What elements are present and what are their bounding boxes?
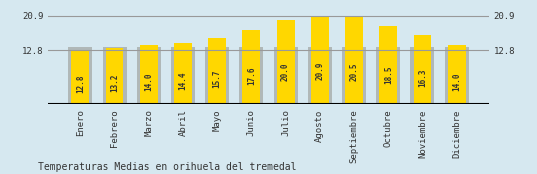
Bar (71, 50, 89, 104)
Bar (171, 47, 195, 104)
Text: 13.2: 13.2 (110, 74, 119, 92)
Bar (140, 45, 158, 104)
Bar (243, 30, 260, 104)
Bar (103, 47, 127, 104)
Text: 20.9: 20.9 (315, 61, 324, 80)
Bar (445, 47, 469, 104)
Text: 15.7: 15.7 (213, 70, 222, 88)
Bar (137, 47, 161, 104)
Bar (410, 47, 434, 104)
Bar (308, 47, 332, 104)
Bar (379, 26, 397, 104)
Bar (68, 47, 92, 104)
Bar (240, 47, 263, 104)
Bar (448, 45, 466, 104)
Bar (376, 47, 400, 104)
Text: 18.5: 18.5 (384, 65, 393, 84)
Text: 20.0: 20.0 (281, 63, 290, 81)
Bar (205, 47, 229, 104)
Bar (277, 20, 294, 104)
Text: 14.0: 14.0 (452, 73, 461, 91)
Text: Temperaturas Medias en orihuela del tremedal: Temperaturas Medias en orihuela del trem… (38, 162, 296, 172)
Bar (311, 16, 329, 104)
Text: 17.6: 17.6 (247, 67, 256, 85)
Bar (106, 48, 124, 104)
Text: 14.0: 14.0 (144, 73, 153, 91)
Text: 14.4: 14.4 (178, 72, 187, 90)
Bar (342, 47, 366, 104)
Text: 12.8: 12.8 (76, 74, 85, 93)
Text: 16.3: 16.3 (418, 69, 427, 87)
Bar (274, 47, 297, 104)
Bar (345, 17, 363, 104)
Bar (413, 35, 431, 104)
Bar (174, 43, 192, 104)
Text: 20.5: 20.5 (350, 62, 359, 81)
Bar (208, 38, 226, 104)
